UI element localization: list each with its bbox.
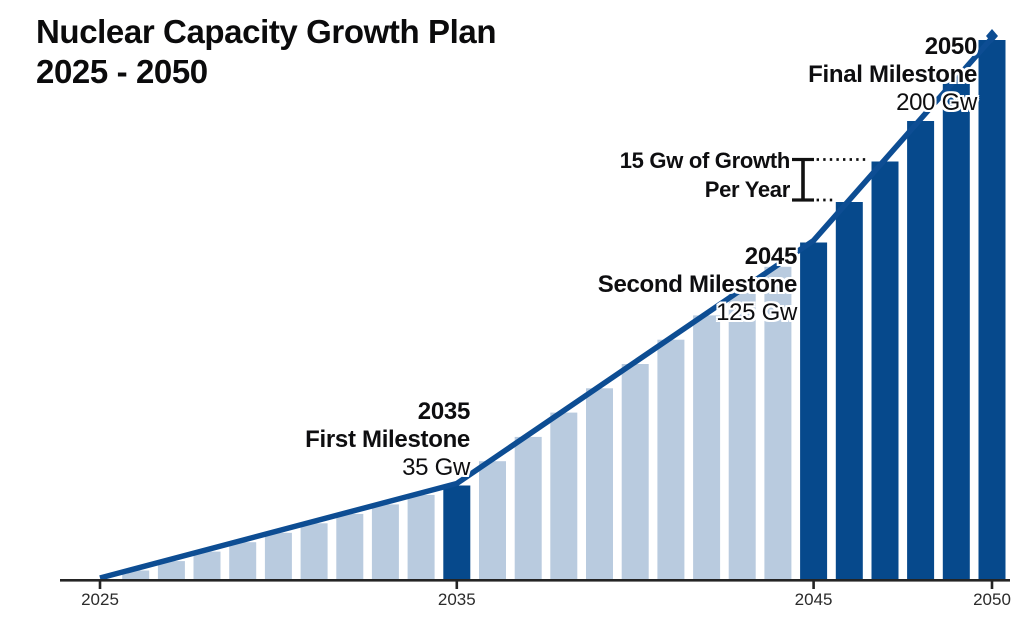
final-milestone-year: 2050 <box>924 33 978 60</box>
final-milestone-value: 200 Gw <box>896 89 977 116</box>
growth-rate-line1: 15 Gw of Growth <box>619 148 791 173</box>
annotation-first-milestone: 2035 First Milestone 35 Gw <box>305 398 470 482</box>
bar-2039 <box>586 388 613 580</box>
x-tick-label-2035: 2035 <box>437 590 476 609</box>
bar-2035 <box>443 485 471 580</box>
bar-2032 <box>336 513 364 580</box>
first-milestone-label: First Milestone <box>305 426 470 453</box>
bar-2033 <box>371 504 399 580</box>
bar-2029 <box>229 542 257 580</box>
bar-2043 <box>728 291 756 580</box>
bar-2030 <box>264 532 292 581</box>
bar-2046 <box>835 202 863 580</box>
x-tick-2050 <box>990 580 994 589</box>
x-tick-label-2045: 2045 <box>794 590 833 609</box>
x-axis-line <box>60 579 1010 582</box>
chart-title: Nuclear Capacity Growth Plan 2025 - 2050 <box>36 12 497 92</box>
final-milestone-label: Final Milestone <box>808 61 977 88</box>
trend-line <box>99 36 995 581</box>
bar-2034 <box>407 494 435 580</box>
bar-2027 <box>157 561 185 580</box>
x-tick-2035 <box>455 580 459 589</box>
chart-title-line2: 2025 - 2050 <box>36 53 208 90</box>
annotation-final-milestone: 2050 Final Milestone 200 Gw <box>808 33 977 117</box>
second-milestone-year: 2045 <box>744 243 798 270</box>
second-milestone-value: 125 Gw <box>716 299 797 326</box>
bar-2041 <box>657 339 685 580</box>
annotation-growth-rate: 15 Gw of Growth Per Year <box>619 146 791 204</box>
bar-2026 <box>122 570 150 580</box>
x-tick-label-2050: 2050 <box>973 590 1011 609</box>
second-milestone-label: Second Milestone <box>597 271 798 298</box>
bar-2050 <box>978 40 1006 580</box>
growth-bracket-top-cap <box>792 157 814 162</box>
bar-2040 <box>621 364 649 580</box>
annotation-second-milestone: 2045 Second Milestone 125 Gw <box>597 243 798 327</box>
growth-bracket-bottom-cap <box>792 198 814 202</box>
growth-rate-line2: Per Year <box>704 177 791 202</box>
bar-2036 <box>479 461 506 580</box>
x-tick-label-2025: 2025 <box>81 590 119 609</box>
x-tick-2045 <box>812 580 815 589</box>
bar-2031 <box>300 523 328 580</box>
bar-2049 <box>942 80 970 580</box>
bar-2038 <box>550 412 578 580</box>
bar-2045 <box>800 242 828 580</box>
bar-2048 <box>907 121 935 580</box>
bar-2028 <box>193 551 221 580</box>
bar-2044 <box>764 266 792 580</box>
chart-title-line1: Nuclear Capacity Growth Plan <box>36 13 497 50</box>
bar-2042 <box>693 315 721 580</box>
bar-2047 <box>871 161 899 580</box>
growth-bracket-stem <box>801 159 805 200</box>
bar-2037 <box>514 436 542 580</box>
trend-end-marker <box>986 29 998 43</box>
first-milestone-value: 35 Gw <box>402 454 470 481</box>
x-tick-2025 <box>98 580 102 589</box>
first-milestone-year: 2035 <box>417 398 471 425</box>
